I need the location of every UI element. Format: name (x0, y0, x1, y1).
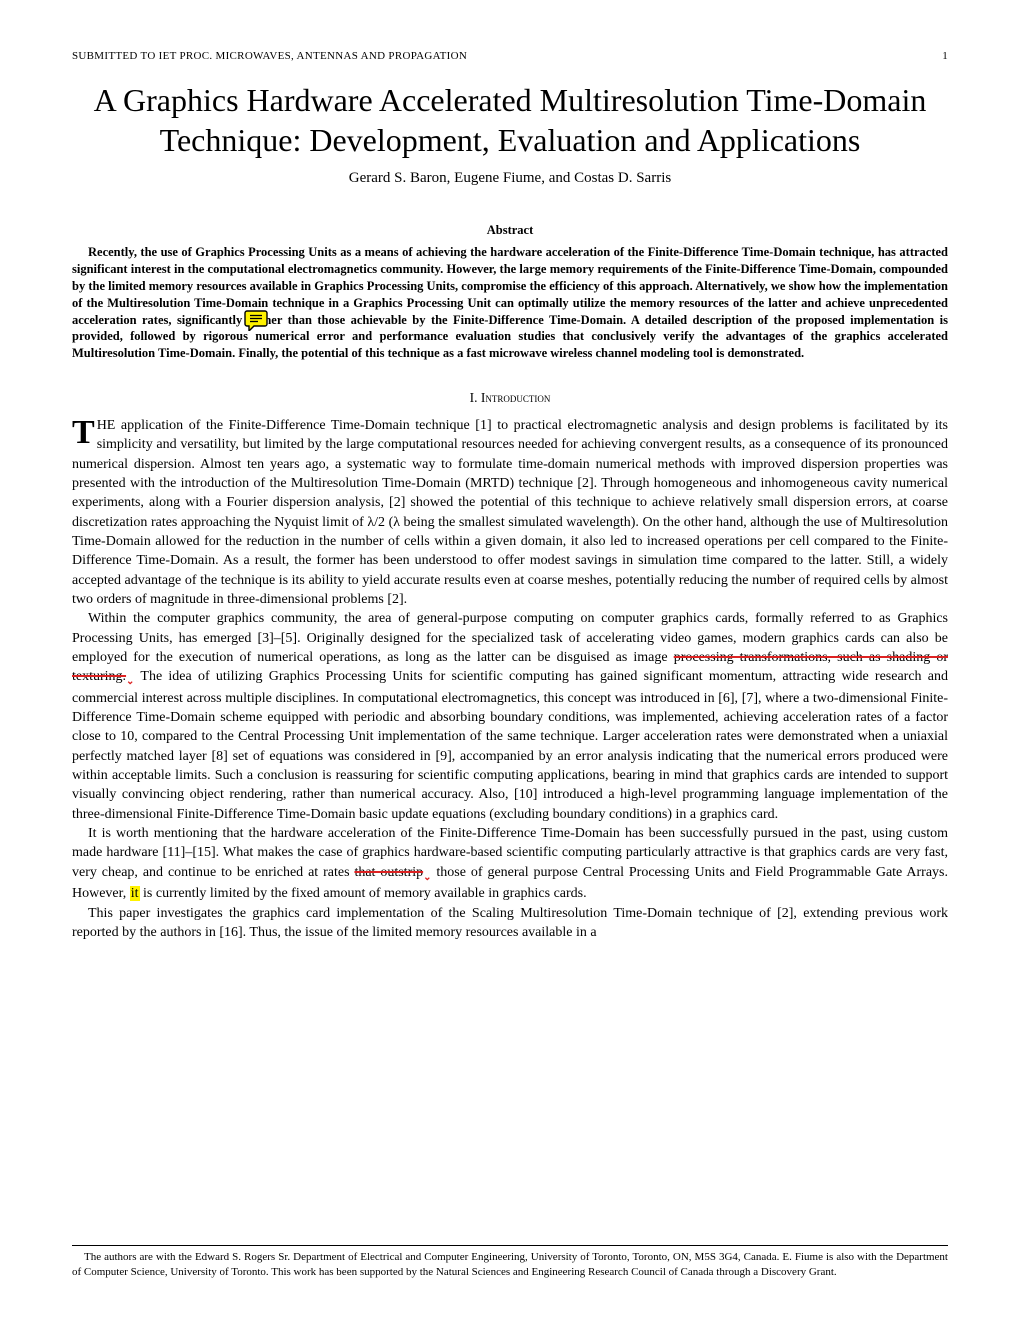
section-title: Introduction (481, 390, 551, 405)
insert-caret-icon: ⌄ (423, 871, 431, 882)
section-number: I. (470, 390, 478, 405)
footnote-text: The authors are with the Edward S. Roger… (72, 1250, 948, 1280)
paragraph-1-text: HE application of the Finite-Difference … (72, 418, 948, 607)
footnote-rule (72, 1245, 948, 1246)
abstract-heading: Abstract (72, 223, 948, 238)
strike-text-2: that outstrip (354, 865, 423, 880)
footnote-block: The authors are with the Edward S. Roger… (72, 1231, 948, 1280)
paragraph-3: It is worth mentioning that the hardware… (72, 824, 948, 904)
paragraph-2: Within the computer graphics community, … (72, 609, 948, 824)
running-head: SUBMITTED TO IET PROC. MICROWAVES, ANTEN… (72, 50, 948, 62)
running-head-text: SUBMITTED TO IET PROC. MICROWAVES, ANTEN… (72, 50, 467, 62)
comment-note-icon[interactable] (244, 309, 268, 331)
section-heading: I. Introduction (72, 390, 948, 406)
paragraph-4: This paper investigates the graphics car… (72, 904, 948, 943)
abstract-body: Recently, the use of Graphics Processing… (72, 244, 948, 362)
page-number: 1 (942, 50, 948, 62)
paper-title: A Graphics Hardware Accelerated Multires… (72, 80, 948, 160)
highlight-text: it (130, 886, 140, 901)
paragraph-1: THE application of the Finite-Difference… (72, 416, 948, 609)
author-line: Gerard S. Baron, Eugene Fiume, and Costa… (72, 170, 948, 187)
paragraph-3c: is currently limited by the fixed amount… (140, 886, 587, 901)
paragraph-2b: The idea of utilizing Graphics Processin… (72, 669, 948, 821)
dropcap: T (72, 416, 97, 448)
